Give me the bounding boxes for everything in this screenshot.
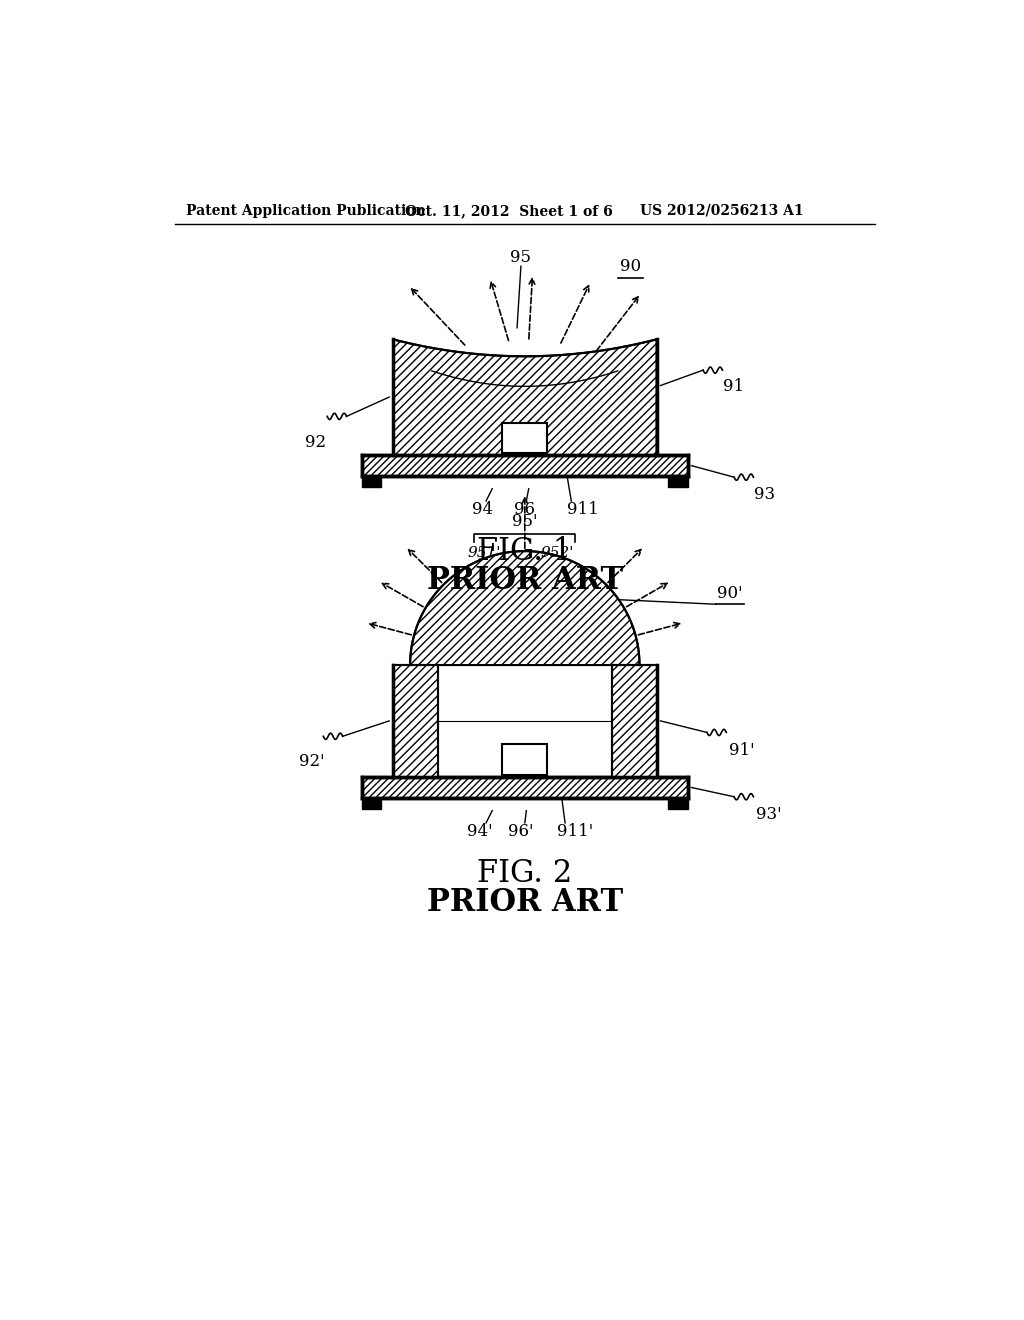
Text: US 2012/0256213 A1: US 2012/0256213 A1 [640, 203, 803, 218]
Text: 911': 911' [557, 822, 593, 840]
Text: 90: 90 [620, 259, 641, 276]
Text: 952': 952' [541, 545, 574, 560]
Polygon shape [503, 744, 547, 775]
Polygon shape [362, 799, 381, 809]
Text: 91': 91' [729, 742, 755, 759]
Polygon shape [393, 339, 656, 455]
Text: 92: 92 [305, 434, 326, 451]
Text: FIG. 1: FIG. 1 [477, 536, 572, 566]
Polygon shape [669, 477, 687, 487]
Polygon shape [393, 665, 438, 776]
Polygon shape [669, 799, 687, 809]
Text: 911: 911 [567, 502, 599, 517]
Text: 93': 93' [756, 807, 781, 822]
Polygon shape [410, 552, 640, 665]
Text: PRIOR ART: PRIOR ART [427, 887, 623, 917]
Text: 93: 93 [755, 487, 775, 503]
Text: 95': 95' [512, 513, 538, 531]
Text: 94: 94 [472, 502, 493, 517]
Text: 95: 95 [510, 249, 531, 267]
Text: FIG. 2: FIG. 2 [477, 858, 572, 888]
Text: Patent Application Publication: Patent Application Publication [186, 203, 426, 218]
Polygon shape [611, 665, 656, 776]
Polygon shape [503, 422, 547, 453]
Polygon shape [362, 776, 687, 799]
Text: 951': 951' [468, 545, 502, 560]
Text: 96': 96' [508, 822, 534, 840]
Text: 91: 91 [724, 378, 744, 395]
Text: 90': 90' [718, 585, 743, 602]
Polygon shape [362, 477, 381, 487]
Text: Oct. 11, 2012  Sheet 1 of 6: Oct. 11, 2012 Sheet 1 of 6 [406, 203, 613, 218]
Text: 92': 92' [299, 754, 325, 771]
Text: 94': 94' [467, 822, 493, 840]
Text: 96: 96 [514, 502, 536, 517]
Text: PRIOR ART: PRIOR ART [427, 565, 623, 595]
Polygon shape [362, 455, 687, 477]
